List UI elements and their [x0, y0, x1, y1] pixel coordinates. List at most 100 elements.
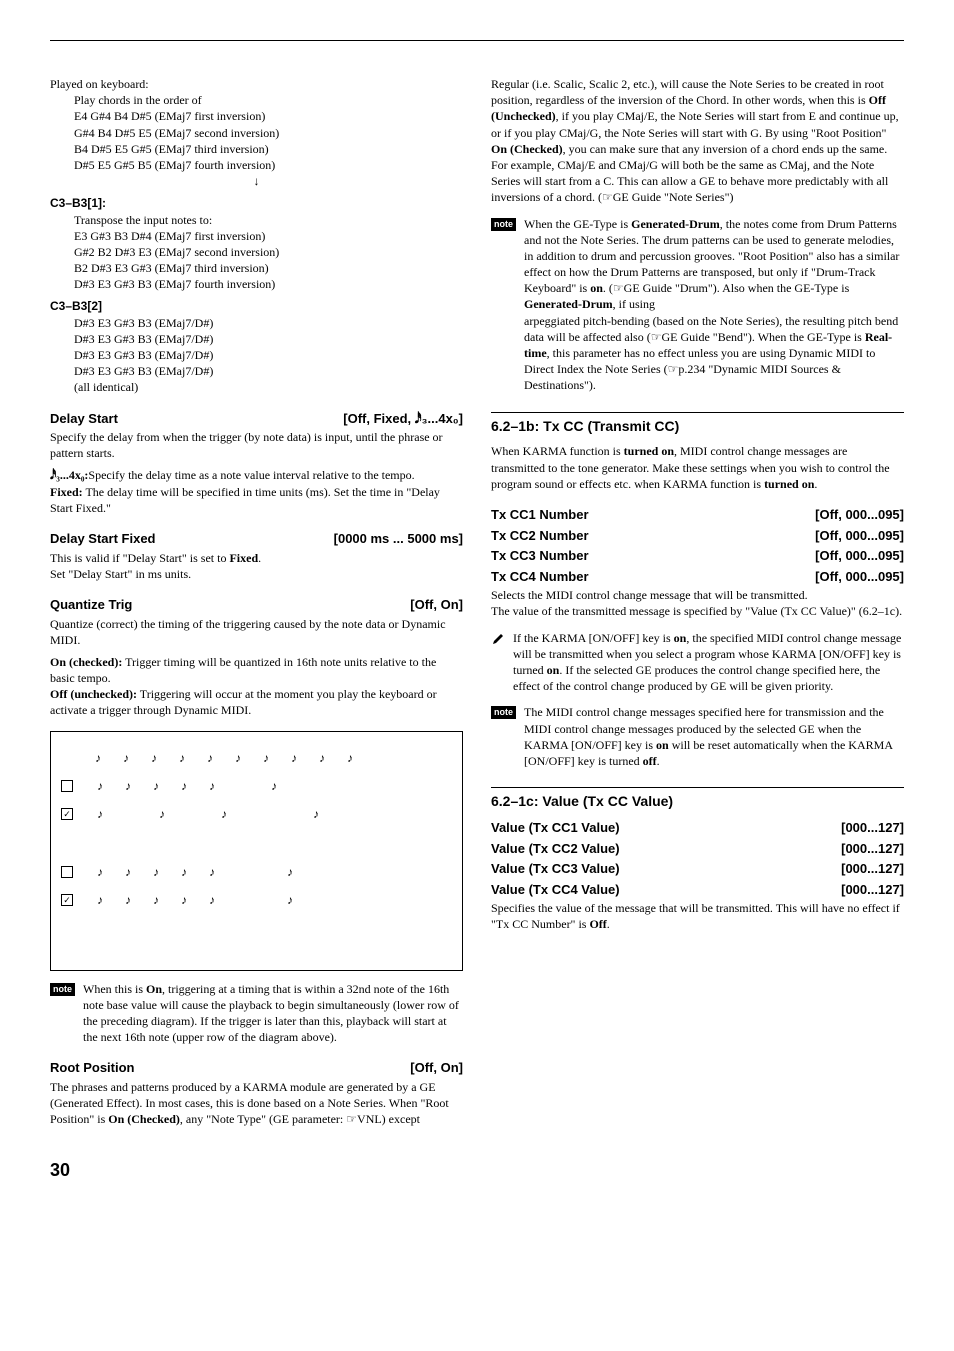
- page-number: 30: [50, 1158, 904, 1182]
- section-621c-heading: 6.2–1c: Value (Tx CC Value): [491, 787, 904, 811]
- param-name: Tx CC1 Number: [491, 506, 589, 524]
- note-icon: ♪: [97, 892, 103, 908]
- note-icon: ♪: [209, 892, 215, 908]
- note-text: If the KARMA [ON/OFF] key is on, the spe…: [513, 630, 904, 695]
- note-icon: ♪: [347, 750, 353, 766]
- label: Fixed:: [50, 485, 83, 499]
- note-icon: ♪: [153, 892, 159, 908]
- section-621b-heading: 6.2–1b: Tx CC (Transmit CC): [491, 412, 904, 436]
- text: The delay time will be specified in time…: [50, 485, 440, 515]
- checkbox-checked-icon: ✓: [61, 808, 73, 820]
- txcc-sel-p1: Selects the MIDI control change message …: [491, 587, 904, 603]
- bold: on: [674, 631, 687, 645]
- delay-start-fixed-param: Delay Start Fixed [0000 ms ... 5000 ms]: [50, 530, 463, 548]
- c3b3-2-line: D#3 E3 G#3 B3 (EMaj7/D#): [74, 363, 463, 379]
- text: When the GE-Type is: [524, 217, 631, 231]
- c3b3-1-line: E3 G#3 B3 D#4 (EMaj7 first inversion): [74, 228, 463, 244]
- c3b3-1-line: B2 D#3 E3 G#3 (EMaj7 third inversion): [74, 260, 463, 276]
- param-range: [Off, Fixed, 𝅘𝅥𝅰₃...4x₀]: [343, 410, 463, 428]
- note-icon: ♪: [125, 864, 131, 880]
- param-range: [000...127]: [841, 840, 904, 858]
- note-icon: ♪: [97, 806, 103, 822]
- text: .: [657, 754, 660, 768]
- param-name: Value (Tx CC2 Value): [491, 840, 620, 858]
- val1-param: Value (Tx CC1 Value) [000...127]: [491, 819, 904, 837]
- c3b3-1-block: Transpose the input notes to: E3 G#3 B3 …: [74, 212, 463, 293]
- bold: on: [656, 738, 669, 752]
- delay-start-fixed-desc: Fixed: The delay time will be specified …: [50, 484, 463, 516]
- text: If the KARMA [ON/OFF] key is: [513, 631, 674, 645]
- text: .: [607, 917, 610, 931]
- txcc3-param: Tx CC3 Number [Off, 000...095]: [491, 547, 904, 565]
- prefix: 𝅘𝅥𝅰₃...4x₀:: [50, 468, 88, 482]
- param-range: [Off, On]: [410, 1059, 463, 1077]
- param-range: [000...127]: [841, 860, 904, 878]
- bold: on: [590, 281, 603, 295]
- text: This is valid if "Delay Start" is set to: [50, 551, 229, 565]
- text: , any "Note Type" (GE parameter: ☞VNL) e…: [180, 1112, 420, 1126]
- bold: on: [547, 663, 560, 677]
- bold: off: [643, 754, 657, 768]
- note-icon: ♪: [271, 778, 277, 794]
- val2-param: Value (Tx CC2 Value) [000...127]: [491, 840, 904, 858]
- note-icon: ♪: [153, 864, 159, 880]
- quantize-on: On (checked): Trigger timing will be qua…: [50, 654, 463, 686]
- checkbox-unchecked-icon: [61, 866, 73, 878]
- bold: turned on: [624, 444, 674, 458]
- c3b3-1-line: Transpose the input notes to:: [74, 212, 463, 228]
- text: Specifies the value of the message that …: [491, 901, 900, 931]
- text: . (☞GE Guide "Drum"). Also when the GE-T…: [603, 281, 849, 295]
- note-icon: ♪: [97, 778, 103, 794]
- note-icon: ♪: [123, 750, 129, 766]
- param-name: Delay Start Fixed: [50, 530, 156, 548]
- bold: Generated-Drum: [524, 297, 613, 311]
- quantize-trig-param: Quantize Trig [Off, On]: [50, 596, 463, 614]
- c3b3-1-line: D#3 E3 G#3 B3 (EMaj7 fourth inversion): [74, 276, 463, 292]
- param-name: Tx CC4 Number: [491, 568, 589, 586]
- note-icon: ♪: [319, 750, 325, 766]
- note-icon: ♪: [209, 864, 215, 880]
- text: arpeggiated pitch-bending (based on the …: [524, 314, 898, 344]
- txcc1-param: Tx CC1 Number [Off, 000...095]: [491, 506, 904, 524]
- param-name: Value (Tx CC1 Value): [491, 819, 620, 837]
- note-generated-drum: note When the GE-Type is Generated-Drum,…: [491, 216, 904, 394]
- played-line: B4 D#5 E5 G#5 (EMaj7 third inversion): [74, 141, 463, 157]
- val-desc: Specifies the value of the message that …: [491, 900, 904, 932]
- text: .: [814, 477, 817, 491]
- pencil-note: If the KARMA [ON/OFF] key is on, the spe…: [491, 630, 904, 695]
- text: . If the selected GE produces the contro…: [513, 663, 880, 693]
- bold: turned on: [764, 477, 814, 491]
- note-badge-icon: note: [491, 706, 516, 719]
- text: , this parameter has no effect unless yo…: [524, 346, 875, 392]
- quantize-timing-diagram: ♪ ♪ ♪ ♪ ♪ ♪ ♪ ♪ ♪ ♪ ♪: [50, 731, 463, 971]
- bold: On (Checked): [491, 142, 563, 156]
- param-range: [Off, 000...095]: [815, 568, 904, 586]
- down-arrow-icon: ↓: [50, 173, 463, 189]
- param-range: [Off, 000...095]: [815, 527, 904, 545]
- label: Off (unchecked):: [50, 687, 137, 701]
- c3b3-1-line: G#2 B2 D#3 E3 (EMaj7 second inversion): [74, 244, 463, 260]
- played-line: E4 G#4 B4 D#5 (EMaj7 first inversion): [74, 108, 463, 124]
- c3b3-2-line: (all identical): [74, 379, 463, 395]
- note-icon: ♪: [151, 750, 157, 766]
- c3b3-2-block: D#3 E3 G#3 B3 (EMaj7/D#) D#3 E3 G#3 B3 (…: [74, 315, 463, 396]
- param-range: [Off, 000...095]: [815, 506, 904, 524]
- note-text: When the GE-Type is Generated-Drum, the …: [524, 216, 904, 394]
- c3b3-2-heading: C3–B3[2]: [50, 298, 463, 314]
- note-icon: ♪: [235, 750, 241, 766]
- note-badge-icon: note: [491, 218, 516, 231]
- note-icon: ♪: [263, 750, 269, 766]
- two-column-layout: Played on keyboard: Play chords in the o…: [50, 76, 904, 1128]
- note-text: The MIDI control change messages specifi…: [524, 704, 904, 769]
- top-rule: [50, 40, 904, 41]
- param-name: Quantize Trig: [50, 596, 132, 614]
- note-icon: ♪: [287, 864, 293, 880]
- played-line: Play chords in the order of: [74, 92, 463, 108]
- param-range: [000...127]: [841, 881, 904, 899]
- root-position-desc: The phrases and patterns produced by a K…: [50, 1079, 463, 1128]
- c3b3-2-line: D#3 E3 G#3 B3 (EMaj7/D#): [74, 315, 463, 331]
- param-range: [Off, 000...095]: [815, 547, 904, 565]
- right-column: Regular (i.e. Scalic, Scalic 2, etc.), w…: [491, 76, 904, 1128]
- quantize-p1: Quantize (correct) the timing of the tri…: [50, 616, 463, 648]
- note-icon: ♪: [181, 864, 187, 880]
